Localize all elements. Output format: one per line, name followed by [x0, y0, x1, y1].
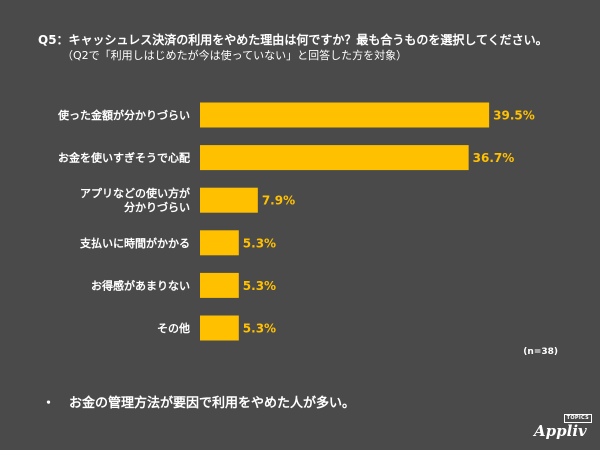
bar-4: [200, 272, 239, 298]
logo-tag: TOPICS: [563, 414, 592, 423]
takeaway-text: ・お金の管理方法が要因で利用をやめた人が多い。: [42, 392, 355, 411]
value-label-1: 36.7%: [473, 151, 515, 165]
category-label-2-0: アプリなどの使い方が: [80, 186, 190, 200]
bar-chart: 39.5% 使った金額が分かりづらい 36.7% お金を使いすぎそうで心配 7.9% アプ…: [57, 102, 535, 341]
value-label-0: 39.5%: [493, 109, 535, 123]
category-label-2-1: 分かりづらい: [124, 200, 190, 214]
takeaway-label: お金の管理方法が要因で利用をやめた人が多い。: [69, 396, 356, 411]
bar-5: [200, 315, 239, 341]
category-label-4-0: お得感があまりない: [91, 278, 190, 292]
bar-1: [200, 145, 469, 171]
category-label-1-0: お金を使いすぎそうで心配: [58, 151, 190, 165]
value-label-5: 5.3%: [243, 322, 276, 336]
question-subtitle: （Q2で「利用しはじめたが今は使っていない」と回答した方を対象）: [62, 49, 408, 62]
logo-name: Appliv: [534, 422, 587, 440]
bar-0: [200, 102, 490, 128]
bullet-point: ・: [42, 396, 56, 411]
category-label-3-0: 支払いに時間がかかる: [79, 236, 190, 250]
sample-size-note: (n=38): [523, 347, 558, 357]
question-title: Q5：キャッシュレス決済の利用をやめた理由は何ですか？最も合うものを選択してくだ…: [38, 33, 548, 47]
bar-3: [200, 230, 239, 256]
appliv-logo: TOPICS Appliv: [526, 414, 596, 442]
bar-2: [200, 187, 258, 213]
value-label-3: 5.3%: [243, 236, 276, 250]
value-label-2: 7.9%: [262, 194, 295, 208]
value-label-4: 5.3%: [243, 279, 276, 293]
category-label-0-0: 使った金額が分かりづらい: [57, 108, 190, 122]
category-label-5-0: その他: [157, 321, 190, 335]
